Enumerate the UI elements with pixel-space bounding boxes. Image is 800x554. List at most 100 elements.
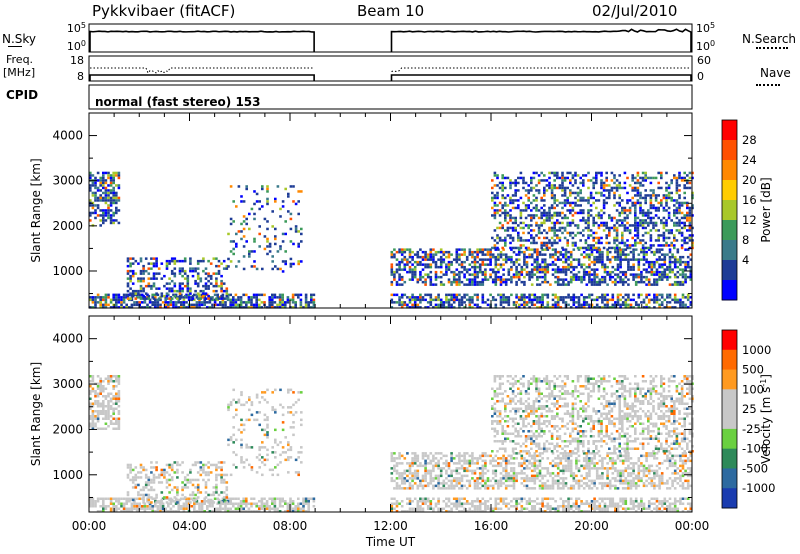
velocity-cell bbox=[647, 500, 651, 503]
power-cell bbox=[575, 275, 578, 279]
power-cell bbox=[133, 301, 136, 304]
power-cell bbox=[611, 306, 615, 309]
power-cell bbox=[499, 263, 503, 266]
power-cell bbox=[681, 301, 685, 304]
power-cell bbox=[654, 214, 658, 217]
power-cell bbox=[618, 211, 621, 215]
nsearch-label: N.Search bbox=[742, 32, 797, 46]
power-cell bbox=[204, 282, 208, 285]
power-cell bbox=[667, 214, 671, 217]
power-cell bbox=[450, 303, 453, 307]
power-cell bbox=[631, 244, 634, 247]
power-cell bbox=[229, 306, 232, 309]
power-cell bbox=[601, 253, 604, 256]
power-cell bbox=[585, 283, 589, 286]
power-cell bbox=[142, 287, 145, 290]
power-cell bbox=[514, 219, 517, 222]
velocity-cell bbox=[204, 491, 208, 494]
velocity-cell bbox=[395, 510, 399, 513]
power-cell bbox=[450, 293, 453, 297]
velocity-cell bbox=[473, 507, 477, 510]
velocity-cell bbox=[173, 486, 177, 489]
power-cell bbox=[580, 278, 583, 281]
power-cell bbox=[129, 287, 132, 290]
power-cell bbox=[634, 214, 637, 217]
velocity-cell bbox=[413, 452, 417, 455]
power-cell bbox=[207, 272, 210, 275]
velocity-cell bbox=[463, 497, 466, 500]
power-cell bbox=[644, 211, 647, 215]
power-cell bbox=[574, 171, 577, 175]
power-cell bbox=[556, 186, 559, 190]
power-cell bbox=[636, 179, 640, 182]
velocity-cell bbox=[102, 507, 105, 510]
power-cell bbox=[577, 296, 581, 299]
power-cell bbox=[662, 206, 666, 210]
power-cell bbox=[237, 260, 241, 263]
power-cell bbox=[662, 236, 666, 240]
power-cell bbox=[587, 209, 590, 212]
power-cell bbox=[561, 189, 564, 192]
velocity-cell bbox=[299, 510, 303, 513]
velocity-cell bbox=[281, 406, 285, 409]
power-cell bbox=[247, 301, 251, 304]
power-cell bbox=[569, 179, 572, 182]
velocity-cell bbox=[504, 505, 508, 508]
power-cell bbox=[312, 306, 316, 309]
power-cell bbox=[637, 280, 641, 284]
power-cell bbox=[686, 248, 690, 251]
velocity-cell bbox=[160, 468, 164, 472]
velocity-cell bbox=[260, 500, 264, 503]
power-cell bbox=[550, 244, 554, 247]
power-cell bbox=[400, 278, 404, 281]
velocity-cell bbox=[235, 466, 238, 469]
power-cell bbox=[598, 278, 602, 281]
velocity-cell bbox=[452, 505, 456, 508]
power-cell bbox=[215, 264, 218, 268]
power-cell bbox=[504, 258, 508, 261]
velocity-cell bbox=[601, 510, 604, 513]
power-cell bbox=[686, 229, 689, 232]
velocity-cell bbox=[559, 497, 563, 500]
power-cell bbox=[575, 301, 578, 304]
velocity-cell bbox=[538, 510, 542, 513]
power-cell bbox=[493, 204, 497, 207]
power-cell bbox=[580, 253, 583, 256]
velocity-cell bbox=[91, 422, 95, 425]
power-cell bbox=[143, 306, 147, 309]
velocity-cell bbox=[102, 385, 105, 388]
power-cell bbox=[556, 221, 559, 225]
velocity-cell bbox=[606, 507, 609, 510]
power-cell bbox=[634, 303, 638, 307]
power-cell bbox=[681, 260, 685, 264]
power-cell bbox=[592, 196, 595, 200]
velocity-cell bbox=[398, 487, 401, 490]
velocity-cell bbox=[102, 410, 105, 413]
power-cell bbox=[649, 201, 653, 205]
velocity-cell bbox=[215, 483, 218, 487]
power-cell bbox=[102, 306, 105, 309]
power-cell bbox=[390, 298, 394, 302]
velocity-cell bbox=[421, 502, 425, 505]
power-cell bbox=[506, 211, 510, 215]
power-cell bbox=[601, 250, 604, 254]
power-cell bbox=[595, 303, 599, 307]
power-cell bbox=[501, 211, 504, 215]
power-cell bbox=[120, 298, 123, 302]
velocity-cell bbox=[170, 476, 174, 479]
power-cell bbox=[134, 292, 138, 295]
power-cell bbox=[634, 248, 638, 251]
power-cell bbox=[541, 280, 544, 284]
power-cell bbox=[641, 244, 645, 247]
power-cell bbox=[525, 248, 529, 251]
power-cell bbox=[522, 181, 525, 185]
velocity-cell bbox=[89, 397, 92, 400]
power-cell bbox=[273, 293, 277, 297]
power-cell bbox=[274, 235, 277, 238]
power-cell bbox=[621, 301, 625, 304]
velocity-cell bbox=[152, 478, 156, 482]
power-cell bbox=[478, 280, 482, 284]
power-cell bbox=[144, 297, 148, 300]
velocity-cell bbox=[390, 467, 394, 470]
power-cell bbox=[608, 216, 611, 220]
